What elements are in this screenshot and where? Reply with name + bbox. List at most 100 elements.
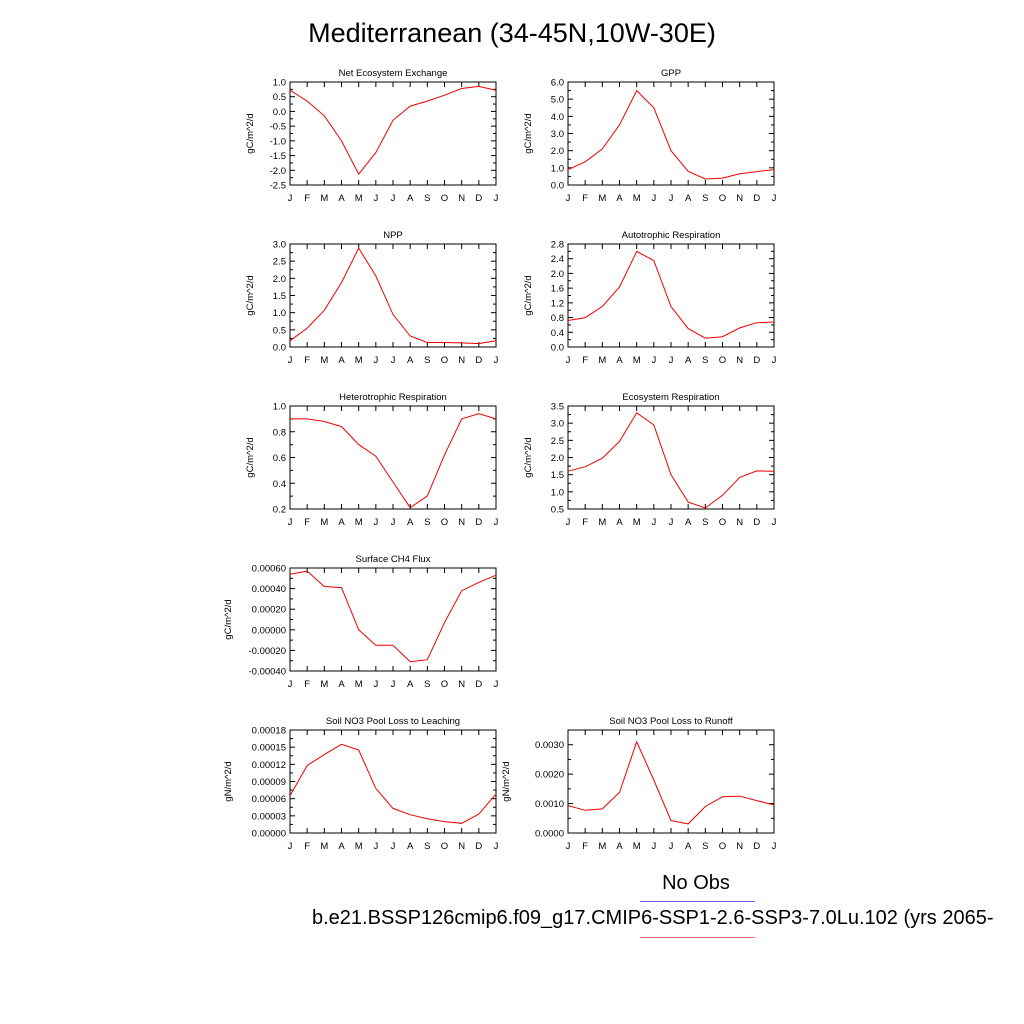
x-tick-label: S: [424, 679, 430, 690]
x-tick-label: S: [424, 841, 430, 852]
x-tick-label: J: [494, 355, 499, 366]
x-tick-label: A: [338, 841, 345, 852]
x-tick-label: J: [373, 355, 378, 366]
x-tick-label: J: [288, 841, 293, 852]
y-tick-label: 2.0: [551, 146, 564, 157]
x-tick-label: O: [719, 517, 726, 528]
y-tick-label: 0.0: [273, 343, 286, 354]
y-tick-label: 0.8: [273, 427, 286, 438]
x-tick-label: N: [458, 679, 465, 690]
legend-obs-line: [640, 901, 755, 902]
x-tick-label: N: [736, 355, 743, 366]
y-tick-label: 0.00040: [252, 584, 286, 595]
y-axis-label: gN/m^2/d: [501, 761, 512, 801]
x-tick-label: S: [702, 355, 708, 366]
x-tick-label: J: [494, 679, 499, 690]
y-tick-label: 2.8: [551, 240, 564, 251]
y-tick-label: 0.4: [551, 328, 564, 339]
y-axis-label: gN/m^2/d: [223, 761, 234, 801]
y-tick-label: 0.6: [273, 453, 286, 464]
y-tick-label: -2.0: [270, 166, 286, 177]
chart-title: GPP: [661, 68, 681, 79]
x-tick-label: M: [355, 193, 363, 204]
x-tick-label: D: [475, 355, 482, 366]
y-tick-label: 0.00020: [252, 605, 286, 616]
x-tick-label: N: [736, 193, 743, 204]
x-tick-label: J: [494, 517, 499, 528]
x-tick-label: J: [288, 679, 293, 690]
x-tick-label: A: [616, 517, 623, 528]
x-tick-label: F: [304, 679, 310, 690]
y-tick-label: 4.0: [551, 112, 564, 123]
y-tick-label: 0.0020: [535, 770, 564, 781]
y-tick-label: 3.5: [551, 402, 564, 413]
x-tick-label: N: [458, 841, 465, 852]
x-tick-label: J: [772, 193, 777, 204]
x-tick-label: N: [458, 517, 465, 528]
y-tick-label: 0.8: [551, 313, 564, 324]
x-tick-label: A: [685, 355, 692, 366]
series-line: [567, 412, 775, 509]
x-tick-label: A: [407, 193, 414, 204]
x-tick-label: M: [633, 355, 641, 366]
y-tick-label: 0.00012: [252, 760, 286, 771]
x-tick-label: J: [494, 841, 499, 852]
y-tick-label: 0.0010: [535, 799, 564, 810]
x-tick-label: J: [373, 517, 378, 528]
y-tick-label: 6.0: [551, 78, 564, 89]
plot-frame: [289, 729, 497, 834]
x-tick-label: D: [475, 193, 482, 204]
x-tick-label: O: [719, 355, 726, 366]
x-tick-label: J: [288, 193, 293, 204]
plot-frame: [567, 81, 775, 186]
y-tick-label: 2.4: [551, 254, 564, 265]
x-tick-label: N: [458, 355, 465, 366]
x-tick-label: M: [598, 517, 606, 528]
chart-panel-0: Net Ecosystem Exchange gC/m^2/d 1.0 0.5 0.0 -…: [245, 68, 499, 204]
x-tick-label: M: [355, 517, 363, 528]
y-tick-label: 2.0: [551, 269, 564, 280]
legend-case-label: b.e21.BSSP126cmip6.f09_g17.CMIP6-SSP1-2.…: [312, 907, 994, 929]
chart-panel-5: Ecosystem Respiration gC/m^2/d 3.5 3.0 2.5 2.…: [523, 392, 777, 528]
x-tick-label: M: [320, 193, 328, 204]
y-tick-label: 0.5: [551, 505, 564, 516]
y-tick-label: 0.0: [273, 107, 286, 118]
y-tick-label: 0.00060: [252, 564, 286, 575]
y-tick-label: 1.0: [551, 487, 564, 498]
y-axis-label: gC/m^2/d: [223, 599, 234, 639]
series-line: [567, 250, 775, 339]
chart-panel-6: Surface CH4 Flux gC/m^2/d 0.00060 0.00040 0.…: [223, 554, 499, 690]
y-tick-label: 0.00006: [252, 794, 286, 805]
x-tick-label: F: [582, 193, 588, 204]
y-tick-label: 1.0: [551, 163, 564, 174]
y-tick-label: 1.5: [273, 291, 286, 302]
legend-case-line: [640, 937, 755, 938]
x-tick-label: M: [598, 355, 606, 366]
y-tick-label: 1.0: [273, 78, 286, 89]
x-tick-label: F: [582, 841, 588, 852]
y-tick-label: 0.2: [273, 505, 286, 516]
y-tick-label: 2.5: [551, 436, 564, 447]
x-tick-label: J: [288, 517, 293, 528]
x-tick-label: J: [651, 517, 656, 528]
x-tick-label: A: [407, 355, 414, 366]
chart-panel-4: Heterotrophic Respiration gC/m^2/d 1.0 0.8 0…: [245, 392, 499, 528]
series-line: [567, 89, 775, 180]
x-tick-label: A: [616, 355, 623, 366]
x-tick-label: J: [391, 679, 396, 690]
x-tick-label: S: [424, 193, 430, 204]
y-tick-label: 1.6: [551, 284, 564, 295]
x-tick-label: M: [320, 355, 328, 366]
x-tick-label: J: [391, 355, 396, 366]
x-tick-label: N: [736, 841, 743, 852]
y-tick-label: 0.4: [273, 479, 286, 490]
plot-frame: [567, 405, 775, 510]
x-tick-label: F: [304, 841, 310, 852]
x-tick-label: O: [441, 679, 448, 690]
y-axis-label: gC/m^2/d: [245, 437, 256, 477]
y-axis-label: gC/m^2/d: [245, 113, 256, 153]
x-tick-label: M: [633, 841, 641, 852]
x-tick-label: A: [685, 841, 692, 852]
x-tick-label: D: [753, 355, 760, 366]
